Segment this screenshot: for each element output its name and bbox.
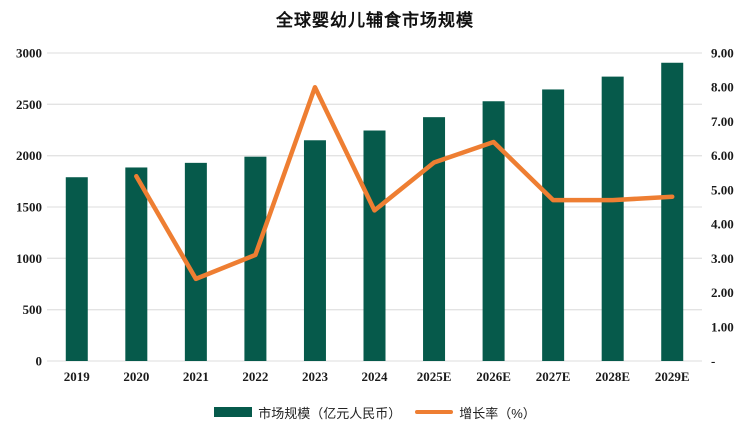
bar-2022 [244,156,267,361]
plot-area: 0 500 1000 1500 2000 2500 3000 - 1.00 2.00 3.00 4.0… [16,46,734,385]
y-axis-left-tick-label: 2000 [16,148,42,163]
y-axis-right-tick-label: 1.00 [711,319,734,334]
y-axis-right-tick-label: - [711,354,715,369]
legend-label-market-size: 市场规模（亿元人民币） [258,405,402,421]
bar-2027E [542,89,565,362]
bar-2023 [303,140,326,361]
y-axis-right-tick-label: 6.00 [711,148,734,163]
growth-rate-line [134,84,675,282]
legend-item-market-size: 市场规模（亿元人民币） [214,403,401,422]
legend-label-growth-rate: 增长率（%） [459,405,536,421]
bar-2024 [363,130,386,361]
line-series-swatch-icon [415,410,454,414]
bar-2028E [601,76,624,361]
y-axis-right-tick-label: 3.00 [711,251,734,266]
y-axis-right-tick-label: 9.00 [711,46,734,61]
y-axis-left-tick-label: 1000 [16,251,42,266]
y-axis-right-tick-label: 8.00 [711,80,734,95]
x-axis-label-2019: 2019 [64,369,91,384]
x-axis-label-2024: 2024 [362,369,389,384]
y-axis-left-tick-label: 2500 [16,97,42,112]
bar-2026E [482,101,505,362]
y-axis-left-tick-label: 3000 [16,46,42,61]
x-axis-label-2021: 2021 [183,369,209,384]
x-axis-label-2023: 2023 [302,369,329,384]
y-axis-right-tick-label: 5.00 [711,182,734,197]
bar-2021 [184,162,207,361]
y-axis-right-tick-label: 2.00 [711,285,734,300]
x-axis-label-2027E: 2027E [536,369,571,384]
y-axis-right-tick-label: 7.00 [711,114,734,129]
x-axis-label-2029E: 2029E [655,369,690,384]
chart-title: 全球婴幼儿辅食市场规模 [276,11,474,30]
x-axis-label-2026E: 2026E [476,369,511,384]
y-axis-left-tick-label: 1500 [16,200,42,215]
bar-2019 [65,177,88,361]
y-axis-left-tick-label: 500 [23,302,43,317]
y-axis-left-tick-label: 0 [36,354,43,369]
bar-2025E [423,117,446,362]
x-axis-label-2025E: 2025E [417,369,452,384]
x-axis-label-2020: 2020 [123,369,149,384]
bar-series-swatch-icon [214,407,253,417]
x-axis-label-2028E: 2028E [595,369,630,384]
bar-2020 [125,167,148,361]
legend: 市场规模（亿元人民币） 增长率（%） [0,399,750,425]
x-axis-label-2022: 2022 [242,369,268,384]
bar-2029E [661,62,684,362]
y-axis-right-tick-label: 4.00 [711,217,734,232]
legend-item-growth-rate: 增长率（%） [415,403,536,422]
